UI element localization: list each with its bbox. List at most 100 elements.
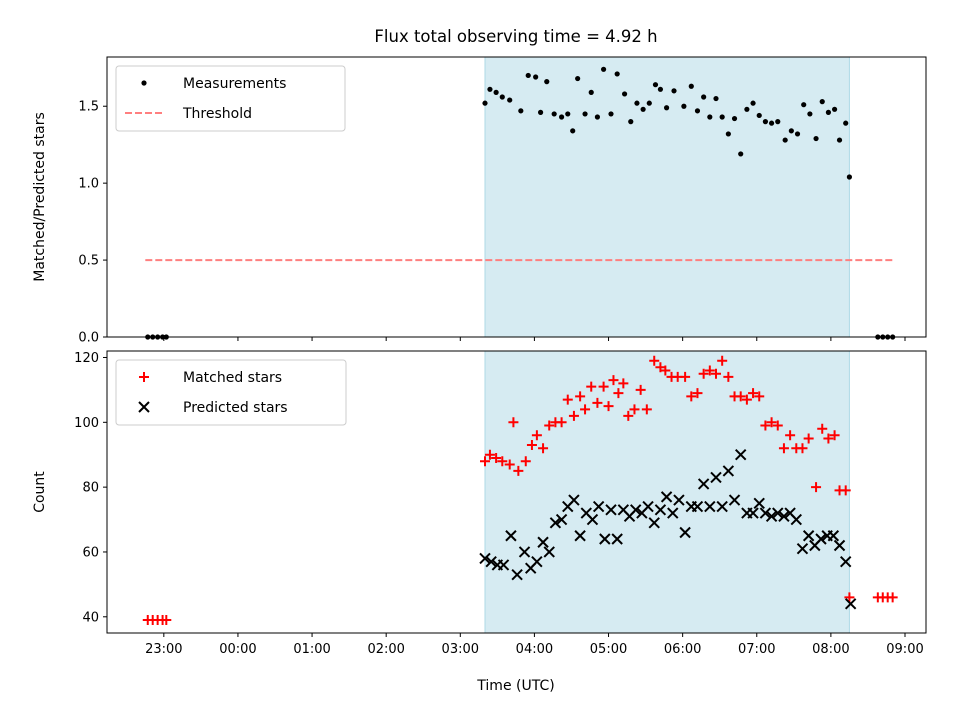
data-point — [766, 417, 777, 428]
data-point — [765, 510, 778, 523]
data-point — [544, 420, 555, 431]
data-point — [710, 471, 722, 484]
data-point — [796, 543, 809, 555]
data-point — [704, 500, 716, 513]
data-point — [568, 410, 579, 421]
data-point — [654, 504, 667, 516]
data-point — [768, 120, 775, 126]
data-point — [663, 105, 670, 111]
data-point — [641, 404, 652, 415]
y-tick-label: 40 — [82, 610, 99, 625]
data-point — [618, 378, 629, 389]
data-point — [555, 513, 568, 526]
data-point — [723, 371, 734, 382]
legend-marker — [141, 80, 147, 86]
data-point — [716, 500, 728, 513]
data-point — [717, 355, 728, 366]
data-point — [803, 433, 814, 444]
data-point — [513, 465, 524, 476]
data-point — [537, 109, 544, 115]
data-point — [782, 137, 788, 143]
data-point — [642, 500, 654, 513]
data-point — [671, 88, 677, 94]
y-axis-label: Count — [32, 471, 48, 513]
data-point — [520, 456, 531, 467]
data-point — [760, 420, 771, 431]
legend: Measurements Threshold — [115, 65, 346, 132]
data-point — [592, 397, 603, 408]
data-point — [482, 100, 488, 106]
data-point — [565, 111, 571, 117]
data-point — [507, 97, 513, 103]
data-point — [499, 94, 505, 100]
data-point — [511, 568, 523, 581]
data-point — [719, 114, 725, 120]
y-tick-label: 120 — [74, 351, 99, 366]
data-point — [484, 449, 495, 460]
data-point — [614, 71, 620, 77]
data-point — [701, 94, 707, 100]
data-point — [731, 115, 738, 122]
data-point — [840, 485, 851, 496]
data-point — [728, 494, 741, 506]
data-point — [681, 103, 687, 109]
top-panel: 0.0 0.5 1.0 1.5 Matched/Predicted stars Measu… — [32, 56, 927, 346]
data-point — [778, 510, 790, 523]
data-point — [844, 592, 855, 603]
data-point — [686, 391, 697, 402]
data-point — [823, 433, 834, 444]
data-point — [531, 430, 542, 441]
data-point — [621, 91, 628, 97]
data-point — [485, 555, 497, 568]
data-point — [533, 74, 539, 80]
data-point — [741, 394, 752, 405]
data-point — [562, 394, 573, 405]
axes-frame — [106, 56, 927, 338]
data-point — [544, 79, 550, 85]
data-point — [711, 368, 721, 379]
data-point — [580, 404, 591, 415]
legend-label: Predicted stars — [183, 400, 288, 416]
legend-box — [115, 65, 346, 132]
data-point — [623, 410, 634, 421]
data-point — [747, 507, 759, 519]
legend-label: Threshold — [182, 106, 252, 122]
data-point — [836, 137, 843, 143]
data-point — [807, 111, 813, 117]
data-point — [833, 539, 846, 552]
y-tick-label: 0.0 — [78, 331, 99, 346]
data-point — [827, 530, 840, 542]
data-point — [518, 546, 531, 558]
data-point — [594, 114, 601, 120]
data-point — [673, 494, 685, 506]
data-point — [574, 530, 586, 542]
data-point — [660, 365, 671, 376]
data-point — [794, 131, 801, 137]
chart-title: Flux total observing time = 4.92 h — [374, 27, 657, 46]
x-tick-label: 09:00 — [886, 642, 923, 657]
series-predicted-stars — [479, 449, 857, 610]
data-point — [692, 388, 703, 399]
legend-box — [115, 359, 347, 426]
data-point — [839, 555, 852, 568]
x-axis-label: Time (UTC) — [476, 678, 554, 694]
data-point — [759, 507, 772, 519]
legend-marker — [139, 372, 149, 382]
data-point — [815, 533, 827, 545]
y-tick-label: 1.5 — [78, 100, 99, 115]
legend-label: Matched stars — [183, 370, 282, 386]
data-point — [603, 401, 614, 412]
data-point — [611, 533, 623, 545]
data-point — [568, 494, 580, 506]
data-point — [582, 111, 588, 117]
data-point — [551, 111, 557, 117]
data-point — [744, 106, 750, 112]
data-point — [629, 404, 640, 415]
data-point — [599, 533, 611, 545]
data-point — [694, 108, 701, 114]
data-point — [802, 530, 815, 542]
data-point — [750, 100, 756, 106]
data-point — [605, 504, 617, 516]
x-tick-label: 06:00 — [664, 642, 701, 657]
x-tick-label: 01:00 — [293, 642, 330, 657]
